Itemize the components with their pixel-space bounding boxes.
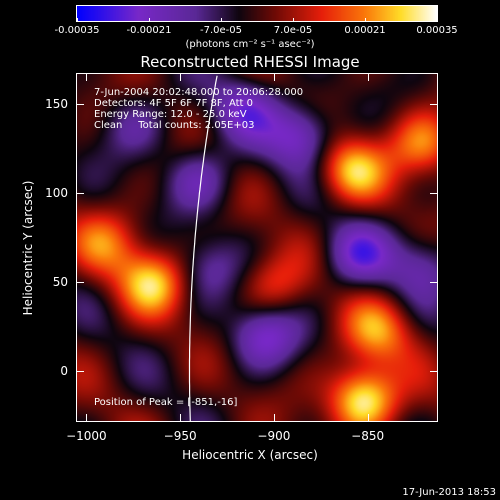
x-axis-label: Heliocentric X (arcsec) bbox=[182, 448, 318, 462]
x-tick-mark bbox=[273, 414, 275, 421]
peak-position-label: Position of Peak = [-851,-16] bbox=[94, 397, 238, 408]
y-tick-label: 50 bbox=[52, 275, 68, 290]
rhessi-heatmap bbox=[77, 74, 437, 421]
colorbar-tick-mark bbox=[365, 18, 366, 22]
colorbar-tick-label: -0.00035 bbox=[54, 25, 100, 36]
x-tick-label: −950 bbox=[163, 429, 197, 443]
colorbar-tick-mark bbox=[149, 18, 150, 22]
y-tick-mark bbox=[77, 282, 84, 284]
y-tick-mark bbox=[77, 193, 84, 195]
colorbar-tick-mark bbox=[221, 18, 222, 22]
x-tick-mark bbox=[273, 74, 275, 81]
time-range-label: 7-Jun-2004 20:02:48.000 to 20:06:28.000 bbox=[94, 87, 304, 98]
x-tick-mark bbox=[180, 414, 182, 421]
x-tick-mark bbox=[367, 74, 369, 81]
x-tick-label: −900 bbox=[257, 429, 291, 443]
colorbar-tick-mark bbox=[77, 18, 78, 22]
y-tick-mark bbox=[430, 193, 437, 195]
y-axis-label: Heliocentric Y (arcsec) bbox=[21, 180, 35, 316]
colorbar-tick-label: -7.0e-05 bbox=[200, 25, 242, 36]
colorbar-units-label: (photons cm⁻² s⁻¹ asec⁻²) bbox=[185, 39, 315, 50]
x-tick-mark bbox=[86, 74, 88, 81]
colorbar-tick-label: 0.00021 bbox=[344, 25, 386, 36]
colorbar-tick-label: 0.00035 bbox=[416, 25, 458, 36]
counts-label: Clean Total counts: 2.05E+03 bbox=[94, 120, 255, 131]
colorbar-tick-mark bbox=[437, 18, 438, 22]
x-tick-mark bbox=[86, 414, 88, 421]
colorbar-tick-label: -0.00021 bbox=[126, 25, 172, 36]
chart-title: Reconstructed RHESSI Image bbox=[140, 53, 360, 71]
x-tick-mark bbox=[367, 414, 369, 421]
y-tick-mark bbox=[430, 371, 437, 373]
y-tick-mark bbox=[430, 104, 437, 106]
footer-timestamp: 17-Jun-2013 18:53 bbox=[402, 487, 496, 498]
colorbar-tick-mark bbox=[293, 18, 294, 22]
detectors-label: Detectors: 4F 5F 6F 7F 8F, Att 0 bbox=[94, 98, 254, 109]
y-tick-label: 0 bbox=[60, 364, 68, 379]
energy-range-label: Energy Range: 12.0 - 25.0 keV bbox=[94, 109, 247, 120]
x-tick-label: −1000 bbox=[66, 429, 107, 443]
y-tick-mark bbox=[77, 371, 84, 373]
plot-area: 7-Jun-2004 20:02:48.000 to 20:06:28.000 … bbox=[76, 73, 438, 422]
y-tick-mark bbox=[430, 282, 437, 284]
solar-limb-line bbox=[188, 75, 218, 421]
colorbar-tick-label: 7.0e-05 bbox=[273, 25, 313, 36]
y-tick-mark bbox=[77, 104, 84, 106]
colorbar bbox=[76, 5, 438, 22]
x-tick-label: −850 bbox=[351, 429, 385, 443]
x-tick-mark bbox=[180, 74, 182, 81]
colorbar-gradient bbox=[77, 6, 437, 21]
y-tick-label: 100 bbox=[45, 186, 68, 201]
y-tick-label: 150 bbox=[45, 97, 68, 112]
